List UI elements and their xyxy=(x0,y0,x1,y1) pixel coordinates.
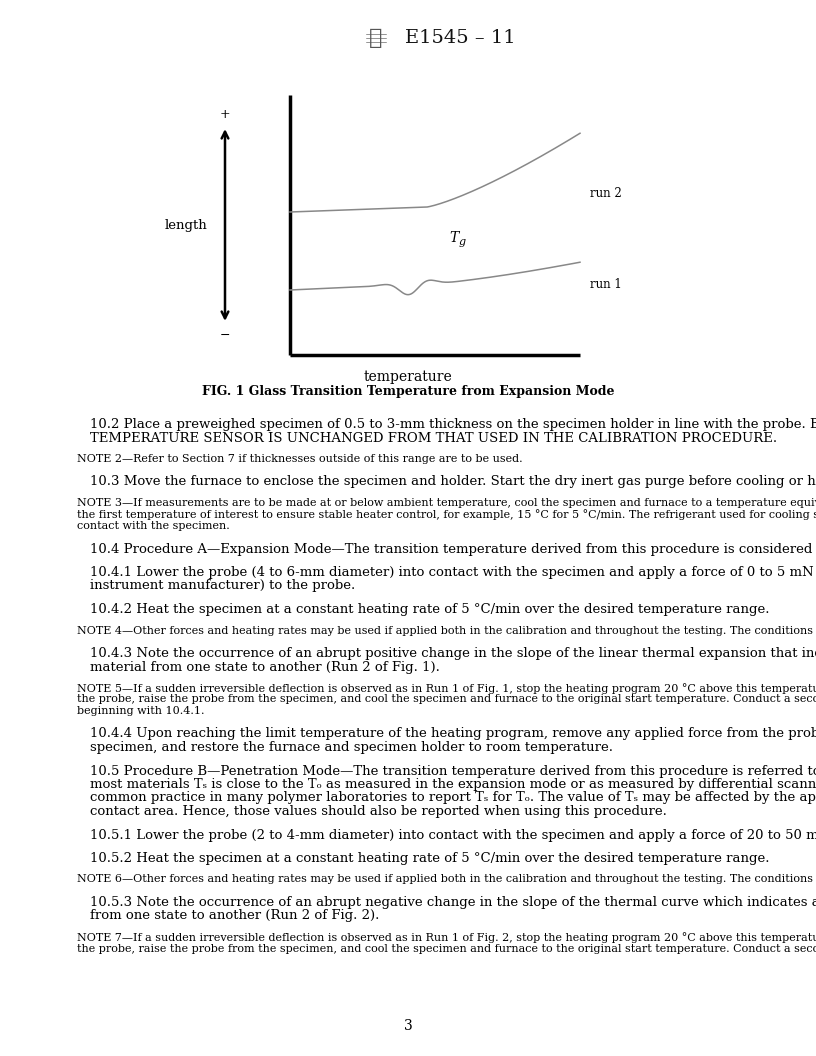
Text: NOTE 7—If a sudden irreversible deflection is observed as in Run 1 of Fig. 2, st: NOTE 7—If a sudden irreversible deflecti… xyxy=(77,932,816,943)
Text: beginning with 10.4.1.: beginning with 10.4.1. xyxy=(77,706,205,716)
Text: 10.4.2 Heat the specimen at a constant heating rate of 5 °C/min over the desired: 10.4.2 Heat the specimen at a constant h… xyxy=(90,603,769,616)
Text: instrument manufacturer) to the probe.: instrument manufacturer) to the probe. xyxy=(90,580,355,592)
Text: FIG. 1 Glass Transition Temperature from Expansion Mode: FIG. 1 Glass Transition Temperature from… xyxy=(202,385,614,398)
Text: 10.5.3 Note the occurrence of an abrupt negative change in the slope of the ther: 10.5.3 Note the occurrence of an abrupt … xyxy=(90,895,816,909)
Text: length: length xyxy=(164,219,207,231)
Text: TEMPERATURE SENSOR IS UNCHANGED FROM THAT USED IN THE CALIBRATION PROCEDURE.: TEMPERATURE SENSOR IS UNCHANGED FROM THA… xyxy=(90,432,777,445)
Text: NOTE 4—Other forces and heating rates may be used if applied both in the calibra: NOTE 4—Other forces and heating rates ma… xyxy=(77,625,816,636)
Text: +: + xyxy=(220,108,230,120)
Text: −: − xyxy=(220,329,230,342)
Text: 3: 3 xyxy=(404,1019,412,1033)
Text: E1545 – 11: E1545 – 11 xyxy=(405,29,516,48)
Text: the probe, raise the probe from the specimen, and cool the specimen and furnace : the probe, raise the probe from the spec… xyxy=(77,695,816,704)
Text: 10.4.1 Lower the probe (4 to 6-mm diameter) into contact with the specimen and a: 10.4.1 Lower the probe (4 to 6-mm diamet… xyxy=(90,566,816,579)
Text: material from one state to another (Run 2 of Fig. 1).: material from one state to another (Run … xyxy=(90,660,440,674)
Text: the first temperature of interest to ensure stable heater control, for example, : the first temperature of interest to ens… xyxy=(77,509,816,521)
Text: 10.4.3 Note the occurrence of an abrupt positive change in the slope of the line: 10.4.3 Note the occurrence of an abrupt … xyxy=(90,647,816,660)
Text: temperature: temperature xyxy=(364,370,452,384)
Text: 10.5.2 Heat the specimen at a constant heating rate of 5 °C/min over the desired: 10.5.2 Heat the specimen at a constant h… xyxy=(90,852,769,865)
Text: NOTE 2—Refer to Section 7 if thicknesses outside of this range are to be used.: NOTE 2—Refer to Section 7 if thicknesses… xyxy=(77,454,522,464)
Text: most materials Tₛ is close to the Tₒ as measured in the expansion mode or as mea: most materials Tₛ is close to the Tₒ as … xyxy=(90,778,816,791)
Text: 10.4 Procedure A—Expansion Mode—The transition temperature derived from this pro: 10.4 Procedure A—Expansion Mode—The tran… xyxy=(90,543,816,555)
Text: 10.3 Move the furnace to enclose the specimen and holder. Start the dry inert ga: 10.3 Move the furnace to enclose the spe… xyxy=(90,475,816,489)
Text: 10.2 Place a preweighed specimen of 0.5 to 3-mm thickness on the specimen holder: 10.2 Place a preweighed specimen of 0.5 … xyxy=(90,418,816,431)
Text: NOTE 3—If measurements are to be made at or below ambient temperature, cool the : NOTE 3—If measurements are to be made at… xyxy=(77,498,816,508)
Text: run 2: run 2 xyxy=(590,187,622,201)
Text: 10.5 Procedure B—Penetration Mode—The transition temperature derived from this p: 10.5 Procedure B—Penetration Mode—The tr… xyxy=(90,765,816,777)
Text: Ⓐ: Ⓐ xyxy=(370,29,383,48)
Text: NOTE 5—If a sudden irreversible deflection is observed as in Run 1 of Fig. 1, st: NOTE 5—If a sudden irreversible deflecti… xyxy=(77,683,816,694)
Text: 10.5.1 Lower the probe (2 to 4-mm diameter) into contact with the specimen and a: 10.5.1 Lower the probe (2 to 4-mm diamet… xyxy=(90,829,816,842)
Text: from one state to another (Run 2 of Fig. 2).: from one state to another (Run 2 of Fig.… xyxy=(90,909,379,923)
Text: NOTE 6—Other forces and heating rates may be used if applied both in the calibra: NOTE 6—Other forces and heating rates ma… xyxy=(77,874,816,885)
Text: specimen, and restore the furnace and specimen holder to room temperature.: specimen, and restore the furnace and sp… xyxy=(90,741,613,754)
Text: 10.4.4 Upon reaching the limit temperature of the heating program, remove any ap: 10.4.4 Upon reaching the limit temperatu… xyxy=(90,728,816,740)
Text: T: T xyxy=(450,231,459,245)
Text: common practice in many polymer laboratories to report Tₛ for Tₒ. The value of T: common practice in many polymer laborato… xyxy=(90,792,816,805)
Text: contact area. Hence, those values should also be reported when using this proced: contact area. Hence, those values should… xyxy=(90,805,667,818)
Text: the probe, raise the probe from the specimen, and cool the specimen and furnace : the probe, raise the probe from the spec… xyxy=(77,943,816,954)
Text: run 1: run 1 xyxy=(590,279,622,291)
Text: contact with the specimen.: contact with the specimen. xyxy=(77,521,230,531)
Text: g: g xyxy=(459,237,466,247)
